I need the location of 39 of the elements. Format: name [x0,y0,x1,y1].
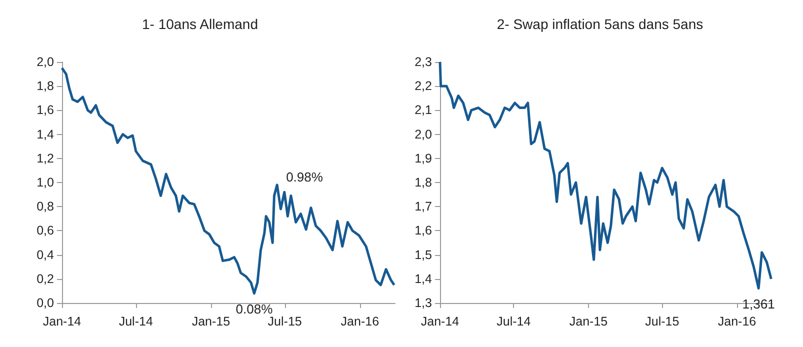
y-tick-label: 1,8 [414,176,432,190]
annotation: 0.08% [236,301,274,316]
y-tick-label: 0,2 [36,272,54,286]
y-tick-label: 1,6 [36,103,54,118]
annotation: 0.98% [286,169,324,184]
y-tick-label: 0,6 [36,224,54,238]
line-series [438,60,772,290]
y-tick-label: 1,6 [414,224,432,238]
y-tick-label: 2,3 [414,55,432,69]
x-tick-label: Jul-15 [645,314,680,328]
y-tick-label: 0,4 [36,248,54,262]
x-tick-label: Jan-16 [340,314,380,328]
y-tick-label: 1,4 [414,272,432,286]
y-tick-label: 1,7 [414,200,432,214]
x-tick-label: Jan-14 [42,314,82,328]
chart-title: 1- 10ans Allemand [142,16,258,32]
x-tick-label: Jan-14 [420,314,460,328]
y-tick-label: 1,9 [414,151,432,166]
annotation: 1,361 [742,296,775,312]
chart-title: 2- Swap inflation 5ans dans 5ans [496,16,704,32]
x-tick-label: Jan-15 [192,314,230,328]
line-series [60,66,396,295]
x-tick-label: Jan-16 [718,314,756,328]
y-tick-label: 0,8 [36,200,54,214]
y-tick-label: 1,8 [36,79,54,94]
x-tick-label: Jan-15 [569,314,608,328]
y-tick-label: 2,2 [414,79,432,94]
y-tick-label: 2,0 [36,55,54,69]
x-tick-label: Jul-14 [496,314,531,328]
y-tick-label: 1,3 [414,296,432,310]
y-tick-label: 2,1 [414,103,432,118]
x-tick-label: Jul-14 [118,314,153,328]
y-tick-label: 2,0 [414,127,432,142]
y-tick-label: 1,0 [36,176,54,190]
y-tick-label: 1,4 [36,127,54,142]
y-tick-label: 1,5 [414,248,432,262]
y-tick-label: 0,0 [36,296,54,310]
y-tick-label: 1,2 [36,151,54,166]
x-tick-label: Jul-15 [268,314,302,328]
